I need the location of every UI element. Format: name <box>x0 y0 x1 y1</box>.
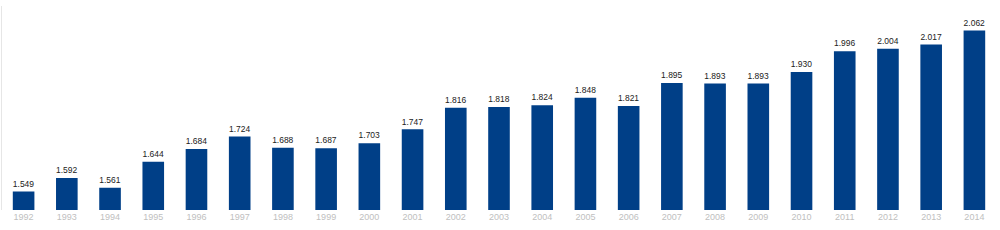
svg-text:2009: 2009 <box>748 212 768 222</box>
svg-text:1.549: 1.549 <box>13 179 34 189</box>
svg-text:2010: 2010 <box>792 212 812 222</box>
svg-text:1.688: 1.688 <box>272 135 293 145</box>
svg-text:2.004: 2.004 <box>877 36 898 46</box>
svg-text:2011: 2011 <box>835 212 854 222</box>
svg-text:1.592: 1.592 <box>56 165 77 175</box>
svg-text:1.561: 1.561 <box>99 175 120 185</box>
svg-text:1999: 1999 <box>316 212 336 222</box>
svg-text:1992: 1992 <box>14 212 34 222</box>
svg-text:1.747: 1.747 <box>402 117 423 127</box>
svg-text:2.017: 2.017 <box>920 32 941 42</box>
svg-text:2000: 2000 <box>359 212 379 222</box>
svg-text:1994: 1994 <box>100 212 120 222</box>
svg-text:1.821: 1.821 <box>618 93 639 103</box>
svg-text:2007: 2007 <box>662 212 682 222</box>
svg-text:1.893: 1.893 <box>704 71 725 81</box>
svg-text:2006: 2006 <box>619 212 639 222</box>
svg-text:1.724: 1.724 <box>229 124 250 134</box>
svg-text:1996: 1996 <box>186 212 206 222</box>
svg-text:2012: 2012 <box>878 212 898 222</box>
svg-text:1.644: 1.644 <box>142 149 163 159</box>
svg-text:2005: 2005 <box>575 212 595 222</box>
svg-text:1997: 1997 <box>230 212 250 222</box>
svg-text:1.895: 1.895 <box>661 70 682 80</box>
svg-text:1.687: 1.687 <box>315 135 336 145</box>
svg-text:1.848: 1.848 <box>575 85 596 95</box>
svg-text:1.893: 1.893 <box>748 71 769 81</box>
svg-text:1995: 1995 <box>143 212 163 222</box>
svg-text:2014: 2014 <box>964 212 984 222</box>
svg-text:2008: 2008 <box>705 212 725 222</box>
svg-text:2003: 2003 <box>489 212 509 222</box>
svg-text:1.930: 1.930 <box>791 59 812 69</box>
svg-text:2013: 2013 <box>921 212 941 222</box>
svg-text:2002: 2002 <box>446 212 466 222</box>
svg-text:1.684: 1.684 <box>186 136 207 146</box>
svg-text:1.824: 1.824 <box>531 92 552 102</box>
svg-text:1993: 1993 <box>57 212 77 222</box>
svg-text:1.816: 1.816 <box>445 95 466 105</box>
svg-text:1.996: 1.996 <box>834 38 855 48</box>
svg-text:2004: 2004 <box>532 212 552 222</box>
svg-text:2.062: 2.062 <box>964 18 985 28</box>
svg-text:1.818: 1.818 <box>488 94 509 104</box>
svg-text:1.703: 1.703 <box>359 130 380 140</box>
svg-text:1998: 1998 <box>273 212 293 222</box>
svg-text:2001: 2001 <box>403 212 423 222</box>
